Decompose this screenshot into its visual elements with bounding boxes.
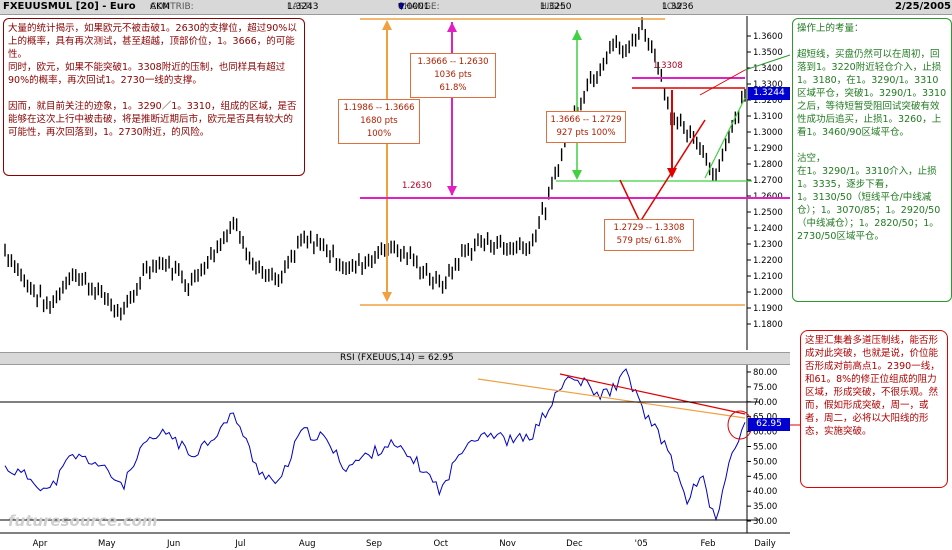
annotation-resistance-note: 这里汇集着多道压制线，能否形成对此突破，也就是说，价位能否形成对前高点1。239… xyxy=(800,330,948,488)
price-tick-label: 1.2500 xyxy=(753,208,783,218)
red-pointer-3 xyxy=(699,69,746,96)
annotation-operation-notes: 操作上的考量： 超短线，买盘仍然可以在周初，回落到1。3220附近轻仓介入，止损… xyxy=(792,18,952,302)
price-tick-label: 1.3200 xyxy=(753,96,783,106)
orange-arrow-up-icon xyxy=(382,20,392,30)
red-pointer-2 xyxy=(639,119,706,223)
orange-arrow-down-icon xyxy=(382,292,392,302)
last-label: LAST: xyxy=(287,2,312,12)
rsi-tick-label: 55.00 xyxy=(753,443,777,453)
rsi-series xyxy=(4,368,746,522)
measure-box-3: 1.3666 -- 1.2729 927 pts 100% xyxy=(546,111,626,143)
rsi-header-bar: RSI (FXEUUS,14) = 62.95 xyxy=(0,352,790,365)
annotation-top-left: 大量的统计揭示，如果欧元不被击破1。2630的支撑位，超过90%以上的概率，具有… xyxy=(3,18,305,176)
green-callout-line xyxy=(744,54,791,71)
rsi-tick-label: 50.00 xyxy=(753,457,777,467)
month-tick-label: Jul xyxy=(234,539,245,549)
month-tick-label: Feb xyxy=(700,539,715,549)
price-tick-label: 1.2000 xyxy=(753,288,783,298)
measure-box-1: 1.1986 -- 1.3666 1680 pts 100% xyxy=(338,99,420,144)
green-arrow-down-icon xyxy=(572,170,582,180)
month-tick-label: Daily xyxy=(754,539,776,549)
price-tick-label: 1.2300 xyxy=(753,240,783,250)
change-label: CHANGE: xyxy=(398,2,440,12)
rsi-title: RSI (FXEUUS,14) = 62.95 xyxy=(340,353,454,363)
price-tick-label: 1.1900 xyxy=(753,304,783,314)
overlay-lines xyxy=(0,18,800,521)
price-tick-label: 1.3600 xyxy=(753,32,783,42)
high-label: HIGH: xyxy=(540,2,567,12)
label-1-3308: 1.3308 xyxy=(653,61,683,71)
rsi-tick-label: 30.00 xyxy=(753,517,777,527)
rsi-tick-label: 75.00 xyxy=(753,383,777,393)
low-value: 1.3236 xyxy=(662,2,694,12)
low-label: LOW: xyxy=(662,2,686,12)
contrib-value: AKM xyxy=(150,2,170,12)
label-1-2630: 1.2630 xyxy=(402,181,432,191)
price-series xyxy=(4,17,746,321)
month-tick-label: Oct xyxy=(433,539,448,549)
price-tick-label: 1.3500 xyxy=(753,48,783,58)
chart-date: 2/25/2005 xyxy=(895,1,952,12)
measure-box-2: 1.3666 -- 1.2630 1036 pts 61.8% xyxy=(410,53,496,98)
month-tick-label: Sep xyxy=(366,539,382,549)
rsi-axis: 80.00 75.00 70.00 65.00 60.00 55.00 50.00 45.00… xyxy=(746,364,777,533)
price-tick-label: 1.2800 xyxy=(753,160,783,170)
price-tick-label: 1.3400 xyxy=(753,64,783,74)
price-tick-label: 1.3000 xyxy=(753,128,783,138)
price-tick-label: 1.3100 xyxy=(753,112,783,122)
month-tick-label: Aug xyxy=(299,539,316,549)
rsi-tick-label: 40.00 xyxy=(753,487,777,497)
magenta-arrow-down-icon xyxy=(447,186,457,196)
rsi-tick-label: 80.00 xyxy=(753,368,777,378)
red-pointer-1 xyxy=(619,179,641,223)
down-arrow-icon: ▼ xyxy=(398,2,405,12)
measure-box-4: 1.2729 -- 1.3308 579 pts/ 61.8% xyxy=(604,219,694,251)
month-axis: Apr May Jun Jul Aug Sep Oct Nov Dec '05 Feb Daily xyxy=(0,532,790,549)
rsi-tick-label: 70.00 xyxy=(753,398,777,408)
month-tick-label: May xyxy=(98,539,116,549)
rsi-orange-trendline xyxy=(477,378,746,419)
price-axis: 1.3600 1.3500 1.3400 1.3300 1.3200 1.3100 1.30… xyxy=(746,16,783,350)
green-arrow-up-icon xyxy=(572,30,582,40)
green-trend-line xyxy=(704,97,746,179)
price-tick-label: 1.2900 xyxy=(753,144,783,154)
rsi-badge: 62.95 xyxy=(748,418,790,431)
price-badge: 1.3244 xyxy=(748,87,790,100)
rsi-tick-label: 65.00 xyxy=(753,413,777,423)
price-tick-label: 1.2400 xyxy=(753,224,783,234)
chart-header-bar: FXEUUSMUL [20] - Euro CONTRIB: AKM LAST:… xyxy=(0,0,952,15)
price-tick-label: 1.2200 xyxy=(753,256,783,266)
symbol-title: FXEUUSMUL [20] - Euro xyxy=(3,1,136,12)
price-tick-label: 1.2100 xyxy=(753,272,783,282)
month-tick-label: Dec xyxy=(566,539,583,549)
contrib-label: CONTRIB: xyxy=(150,2,194,12)
rsi-tick-label: 60.00 xyxy=(753,428,777,438)
month-tick-label: Nov xyxy=(499,539,516,549)
magenta-arrow-up-icon xyxy=(447,22,457,32)
price-tick-label: 1.1800 xyxy=(753,320,783,330)
last-value: 1.3243 xyxy=(287,2,319,12)
high-value: 1.3250 xyxy=(540,2,572,12)
month-tick-label: Apr xyxy=(33,539,48,549)
rsi-tick-label: 45.00 xyxy=(753,472,777,482)
price-tick-label: 1.2700 xyxy=(753,176,783,186)
month-tick-label: Jun xyxy=(166,539,180,549)
month-tick-label: '05 xyxy=(635,539,648,549)
rsi-red-trendline xyxy=(559,373,746,415)
change-value: 0.0001 xyxy=(398,2,430,12)
rsi-line xyxy=(4,368,746,522)
price-tick-label: 1.3300 xyxy=(753,80,783,90)
futuresource-logo: futuresource.com xyxy=(8,512,158,530)
rsi-tick-label: 35.00 xyxy=(753,502,777,512)
